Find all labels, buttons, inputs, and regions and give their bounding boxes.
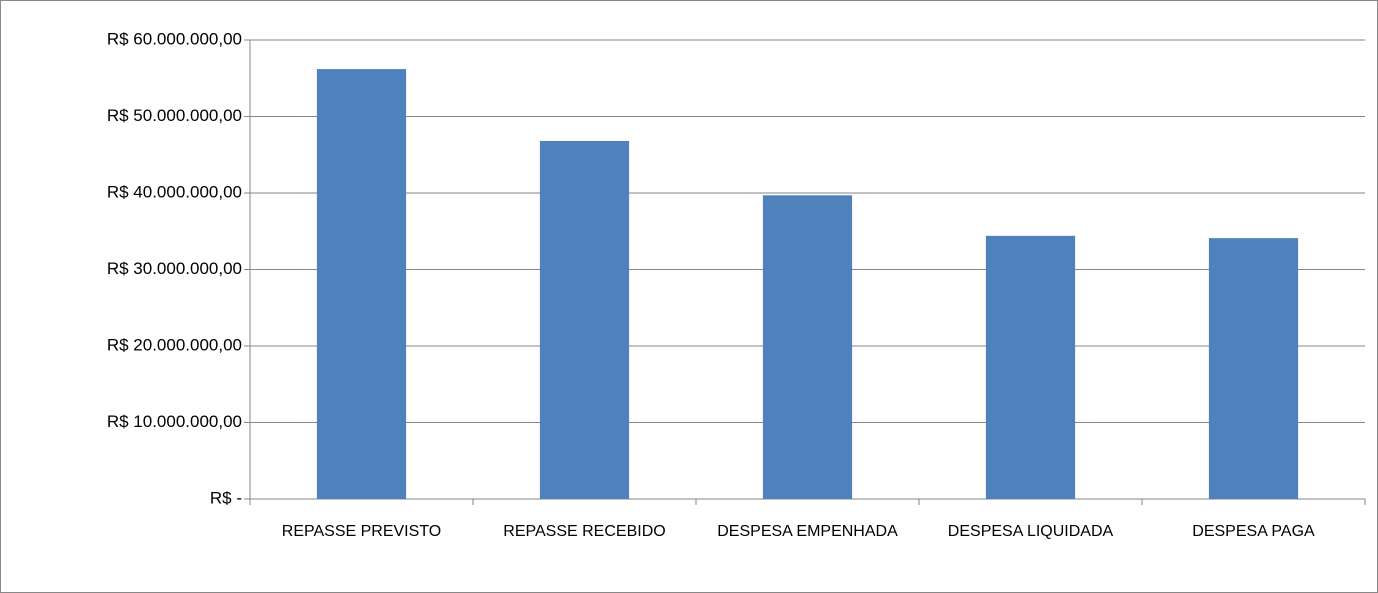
y-tick-label: R$ 50.000.000,00 xyxy=(107,106,242,125)
x-tick-label: REPASSE PREVISTO xyxy=(281,523,442,540)
y-tick-label: R$ 30.000.000,00 xyxy=(107,259,242,278)
bar xyxy=(985,235,1076,499)
x-tick-label: REPASSE RECEBIDO xyxy=(503,523,666,540)
bar xyxy=(316,69,407,499)
y-tick-label: R$ 40.000.000,00 xyxy=(107,182,242,201)
y-tick-label: R$ - xyxy=(210,488,242,507)
bar xyxy=(1208,238,1299,499)
bar xyxy=(539,140,630,500)
x-tick-label: DESPESA LIQUIDADA xyxy=(947,523,1114,540)
bar xyxy=(762,195,853,500)
x-tick-label: DESPESA PAGA xyxy=(1192,523,1315,540)
y-tick-label: R$ 20.000.000,00 xyxy=(107,335,242,354)
x-tick-label: DESPESA EMPENHADA xyxy=(717,523,898,540)
y-tick-label: R$ 10.000.000,00 xyxy=(107,412,242,431)
y-tick-label: R$ 60.000.000,00 xyxy=(107,29,242,48)
